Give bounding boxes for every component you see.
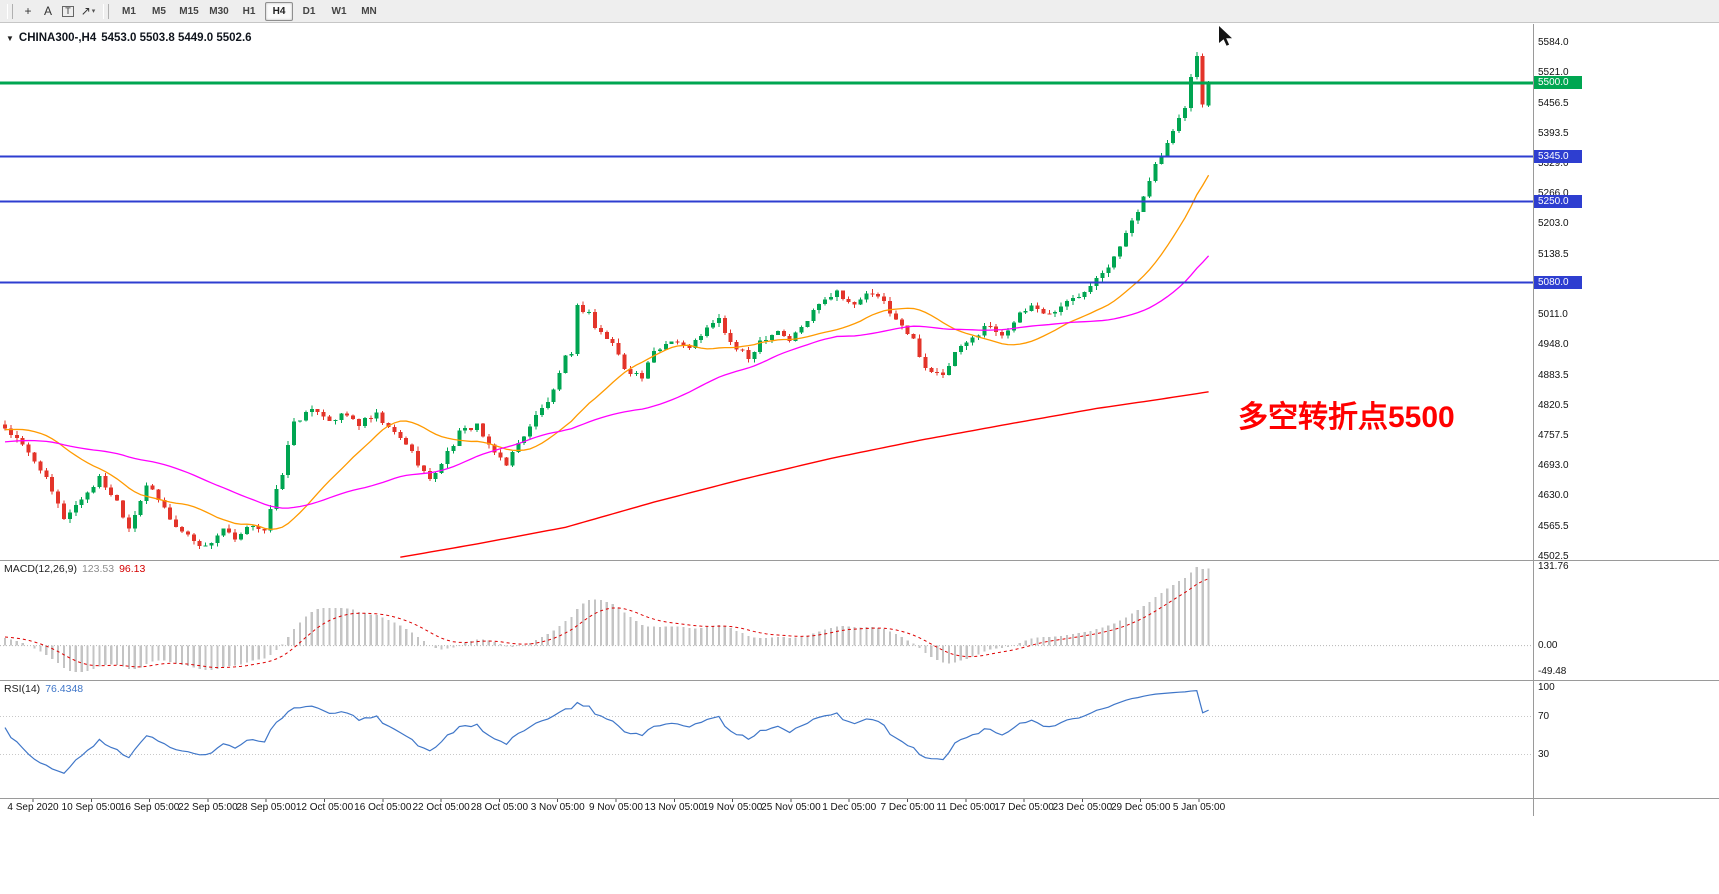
price-axis-label: 5329.0 (1538, 158, 1569, 170)
text-label-icon: A (43, 4, 52, 18)
time-axis-label: 12 Oct 05:00 (295, 802, 354, 813)
price-axis-label: 5011.0 (1538, 309, 1568, 321)
time-axis-label: 16 Oct 05:00 (354, 802, 412, 813)
timeframe-button-d1[interactable]: D1 (302, 5, 316, 17)
time-axis-label: 22 Oct 05:00 (412, 802, 470, 813)
rsi-value: 76.4348 (45, 683, 84, 695)
time-axis-label: 9 Nov 05:00 (589, 802, 643, 813)
price-axis-label: 5266.0 (1538, 188, 1569, 200)
rsi-label: RSI(14) 76.4348 (4, 683, 83, 695)
rsi-line (4, 690, 1209, 774)
price-axis-label: 4630.0 (1538, 490, 1569, 502)
time-axis-label: 13 Nov 05:00 (644, 802, 705, 813)
price-axis-label: 5456.5 (1538, 97, 1569, 109)
time-axis-label: 5 Jan 05:00 (1172, 802, 1226, 813)
time-axis-label: 10 Sep 05:00 (61, 802, 122, 813)
timeframe-button-mn[interactable]: MN (361, 5, 377, 17)
time-axis-label: 28 Sep 05:00 (236, 802, 296, 813)
timeframe-button-m1[interactable]: M1 (122, 5, 136, 17)
macd-main-value: 123.53 (81, 563, 115, 575)
price-axis-label: 5521.0 (1538, 66, 1569, 78)
timeframe-button-w1[interactable]: W1 (331, 5, 347, 17)
macd-axis-label: 0.00 (1538, 639, 1558, 651)
price-axis-label: 5138.5 (1538, 248, 1569, 260)
ma-fast-line (4, 174, 1210, 531)
price-axis-label: 4820.5 (1538, 399, 1569, 411)
price-tag-5250.0: 5250.0 (1534, 195, 1582, 209)
price-tag-5345.0: 5345.0 (1534, 150, 1582, 164)
symbol-title: CHINA300-,H4 (18, 32, 97, 44)
price-axis-label: 4883.5 (1538, 369, 1569, 381)
rsi-axis-label: 100 (1538, 682, 1555, 693)
time-axis-label: 28 Oct 05:00 (470, 802, 529, 813)
price-tag-5500.0: 5500.0 (1534, 76, 1582, 90)
ma-mid-line (4, 255, 1210, 509)
one-click-trading-toggle[interactable]: ▼ (6, 33, 14, 43)
time-axis-label: 1 Dec 05:00 (822, 802, 877, 813)
tool-shapes-icon[interactable]: ↗ ▾ (78, 2, 98, 20)
price-axis-label: 4757.5 (1538, 429, 1569, 441)
macd-axis-label: -49.48 (1538, 666, 1567, 677)
dropdown-arrow-icon: ▾ (91, 8, 96, 15)
time-axis-label: 7 Dec 05:00 (880, 802, 935, 813)
time-axis-label: 25 Nov 05:00 (761, 802, 821, 813)
ma-slow-line (400, 391, 1209, 558)
price-axis-label: 4502.5 (1538, 551, 1569, 562)
timeframe-button-m30[interactable]: M30 (209, 5, 229, 17)
macd-rsi-separator[interactable] (0, 680, 1719, 681)
time-axis-label: 22 Sep 05:00 (178, 802, 238, 813)
macd-signal-line (4, 578, 1209, 669)
time-axis-label: 4 Sep 2020 (7, 802, 59, 813)
macd-histogram (3, 567, 1210, 672)
shapes-icon: ↗ (80, 4, 91, 18)
price-axis-separator[interactable] (1533, 24, 1534, 816)
symbol-ohlc-line: ▼ CHINA300-,H4 5453.0 5503.8 5449.0 5502… (6, 32, 252, 44)
timeframes-toolbar: M1 M5 M15 M30 H1 H4 D1 W1 MN (114, 1, 384, 21)
mouse-cursor (1219, 26, 1232, 46)
time-axis-label: 11 Dec 05:00 (936, 802, 996, 813)
chart-text-annotation[interactable]: 多空转折点5500 (1238, 401, 1455, 434)
price-macd-separator[interactable] (0, 560, 1719, 561)
time-axis-label: 19 Nov 05:00 (702, 802, 763, 813)
crosshair-icon: + (24, 4, 32, 18)
rsi-title: RSI(14) (4, 683, 41, 695)
macd-signal-value: 96.13 (119, 563, 146, 575)
ohlc-values: 5453.0 5503.8 5449.0 5502.6 (101, 32, 252, 44)
price-axis-label: 4693.0 (1538, 460, 1569, 472)
price-tag-5080.0: 5080.0 (1534, 276, 1582, 290)
toolbar-grip[interactable] (103, 3, 109, 19)
time-axis-line (0, 798, 1719, 799)
rsi-axis-label: 30 (1538, 748, 1550, 760)
rsi-axis-label: 70 (1538, 710, 1550, 722)
time-axis-label: 23 Dec 05:00 (1052, 802, 1113, 813)
price-axis-label: 5584.0 (1538, 37, 1569, 48)
price-axis-label: 5203.0 (1538, 218, 1569, 230)
timeframe-button-h4[interactable]: H4 (265, 1, 293, 21)
tool-text-box-icon[interactable]: T (58, 2, 78, 20)
top-toolbar: + A T ↗ ▾ M1 M5 M15 M30 H1 H4 D1 W1 MN (0, 0, 1719, 23)
price-axis-label: 4565.5 (1538, 521, 1569, 533)
line-studies-toolbar: + A T ↗ ▾ (18, 2, 98, 20)
timeframe-button-h1[interactable]: H1 (242, 5, 256, 17)
time-axis-label: 16 Sep 05:00 (119, 802, 180, 813)
tool-crosshair-icon[interactable]: + (18, 2, 38, 20)
time-axis-label: 29 Dec 05:00 (1110, 802, 1171, 813)
time-axis-label: 17 Dec 05:00 (994, 802, 1054, 813)
text-box-icon: T (62, 5, 74, 17)
macd-title: MACD(12,26,9) (4, 563, 77, 575)
macd-label: MACD(12,26,9) 123.53 96.13 (4, 563, 145, 575)
price-axis-label: 5393.5 (1538, 127, 1569, 139)
tool-text-label-icon[interactable]: A (38, 2, 58, 20)
time-axis-label: 3 Nov 05:00 (530, 802, 585, 813)
price-axis-label: 4948.0 (1538, 339, 1569, 351)
toolbar-grip[interactable] (7, 3, 13, 19)
timeframe-button-m5[interactable]: M5 (152, 5, 166, 17)
timeframe-button-m15[interactable]: M15 (179, 5, 199, 17)
macd-axis-label: 131.76 (1538, 561, 1569, 572)
candles-layer[interactable] (3, 52, 1211, 550)
